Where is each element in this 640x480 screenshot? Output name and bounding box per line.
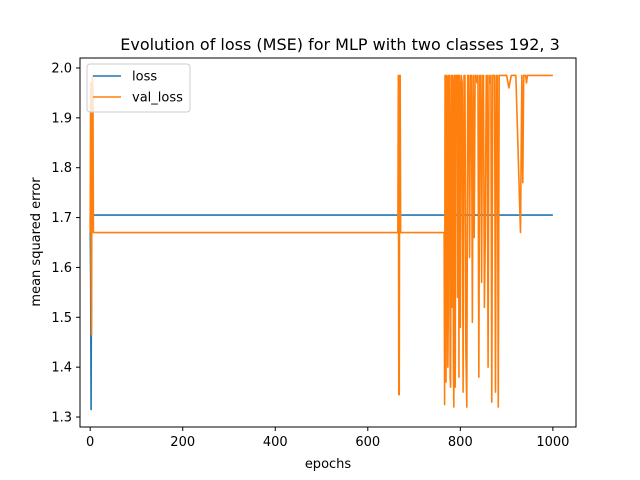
x-tick-label: 800 <box>448 435 473 450</box>
plot-area <box>79 57 577 428</box>
y-tick-label: 2.0 <box>51 61 72 76</box>
y-tick-label: 1.6 <box>51 261 72 276</box>
x-axis-label: epochs <box>305 457 352 472</box>
x-axis: 0 200 400 600 800 1000 <box>86 427 569 450</box>
x-tick-label: 200 <box>170 435 195 450</box>
y-axis-label: mean squared error <box>29 177 44 307</box>
series-line-val-loss <box>89 74 553 408</box>
x-tick-label: 0 <box>86 435 94 450</box>
chart-title: Evolution of loss (MSE) for MLP with two… <box>120 35 560 54</box>
legend-label-val-loss: val_loss <box>132 91 183 106</box>
y-tick-label: 1.9 <box>51 111 72 126</box>
x-tick-label: 600 <box>355 435 380 450</box>
y-tick-label: 1.7 <box>51 211 72 226</box>
legend: loss val_loss <box>86 63 191 113</box>
x-tick-label: 400 <box>263 435 288 450</box>
series-layer <box>89 74 553 411</box>
x-tick-label: 1000 <box>536 435 569 450</box>
y-tick-label: 1.5 <box>51 311 72 326</box>
axes-frame <box>79 57 577 428</box>
y-tick-label: 1.8 <box>51 161 72 176</box>
y-tick-label: 1.4 <box>51 361 72 376</box>
legend-label-loss: loss <box>132 70 157 85</box>
y-tick-label: 1.3 <box>51 411 72 426</box>
y-axis: 1.3 1.4 1.5 1.6 1.7 1.8 1.9 2.0 <box>51 61 80 426</box>
